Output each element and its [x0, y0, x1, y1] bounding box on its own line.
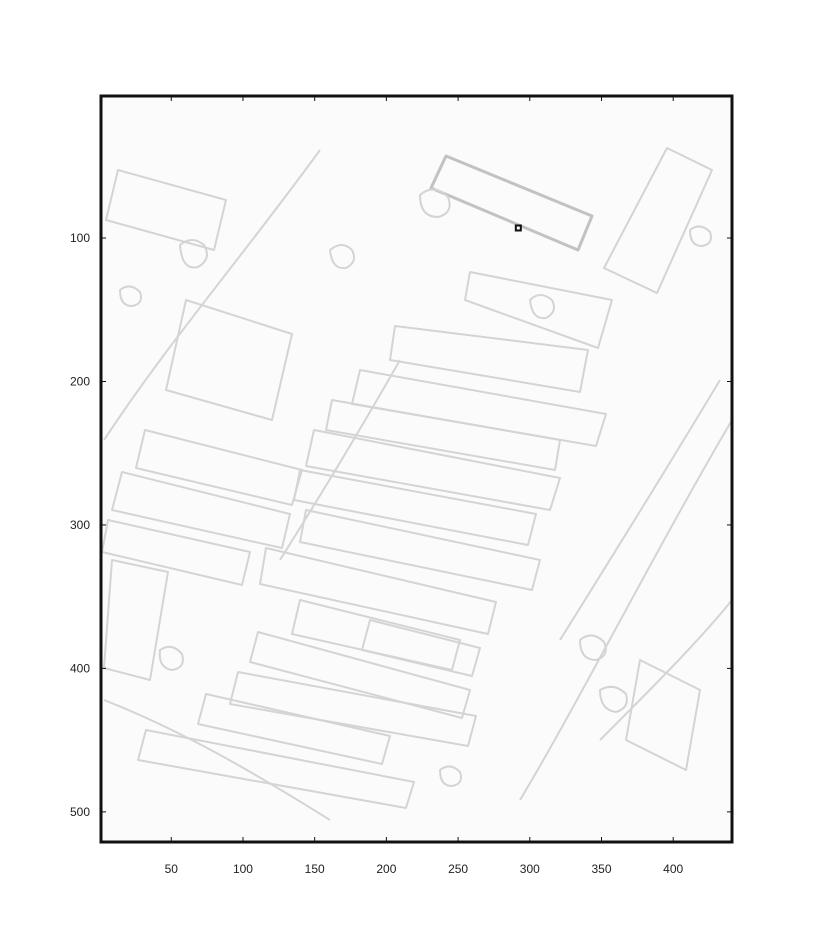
road-edge: [559, 379, 721, 641]
building-outline: [111, 471, 291, 549]
road-edge: [279, 359, 401, 561]
y-tick-label: 100: [70, 231, 90, 245]
road-edge: [519, 419, 732, 801]
road-edge: [599, 599, 732, 741]
highlight-marker: [514, 224, 522, 232]
tree-blob: [439, 765, 462, 787]
building-outline: [429, 154, 594, 252]
tree-blob: [689, 225, 712, 247]
tree-blob: [329, 244, 355, 270]
y-axis: 100 200 300 400 500: [70, 231, 732, 819]
plot-frame: [99, 94, 734, 844]
building-outline: [101, 519, 251, 586]
building-outline: [325, 399, 561, 471]
tree-blob: [419, 188, 451, 218]
x-axis: 50 100 150 200 250 300 350 400: [165, 96, 684, 876]
tree-blob: [179, 239, 208, 269]
building-outline: [165, 299, 293, 421]
building-outline: [197, 693, 391, 765]
building-outline: [464, 271, 613, 349]
x-tick-label: 200: [376, 862, 396, 876]
building-outline: [351, 369, 607, 447]
building-outline: [603, 147, 713, 294]
building-outline: [259, 547, 497, 635]
road-edge: [103, 149, 321, 441]
building-outline: [389, 325, 589, 393]
building-outline: [229, 671, 477, 747]
y-tick-label: 200: [70, 374, 90, 388]
building-outline: [625, 659, 701, 771]
building-outline: [305, 429, 561, 511]
x-tick-label: 100: [233, 862, 253, 876]
tree-blob: [599, 685, 628, 713]
building-outline: [299, 509, 541, 591]
x-tick-label: 350: [591, 862, 611, 876]
y-tick-label: 400: [70, 661, 90, 675]
edge-lines: [101, 147, 732, 821]
tree-blob: [529, 294, 555, 320]
x-tick-label: 250: [448, 862, 468, 876]
building-outline: [103, 559, 169, 681]
tree-blob: [158, 645, 184, 671]
building-outline: [135, 429, 303, 506]
y-tick-label: 300: [70, 518, 90, 532]
building-outline: [291, 599, 461, 671]
y-tick-label: 500: [70, 805, 90, 819]
building-outline: [137, 729, 415, 809]
x-tick-label: 50: [165, 862, 179, 876]
x-tick-label: 150: [305, 862, 325, 876]
tree-blob: [579, 634, 607, 661]
x-tick-label: 400: [663, 862, 683, 876]
edge-image: [101, 96, 732, 842]
x-tick-label: 300: [520, 862, 540, 876]
building-outline: [361, 619, 481, 677]
tree-blob: [119, 285, 142, 307]
building-outline: [105, 169, 227, 251]
image-background: [101, 96, 732, 842]
road-edge: [103, 699, 331, 821]
building-outline: [249, 631, 471, 719]
